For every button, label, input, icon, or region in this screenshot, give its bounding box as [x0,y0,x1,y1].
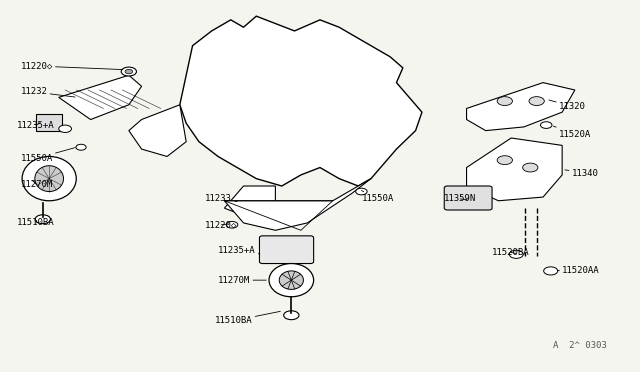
Polygon shape [225,186,275,215]
Circle shape [121,67,136,76]
Text: 11520BA: 11520BA [492,248,530,257]
Circle shape [523,163,538,172]
FancyBboxPatch shape [259,236,314,263]
Circle shape [284,311,299,320]
Ellipse shape [22,157,76,201]
Circle shape [227,221,238,228]
Circle shape [356,188,367,195]
Text: A  2^ 0303: A 2^ 0303 [553,341,607,350]
Text: 11233: 11233 [205,195,237,203]
FancyBboxPatch shape [444,186,492,210]
Ellipse shape [35,166,63,192]
Circle shape [497,156,513,164]
Ellipse shape [279,271,303,289]
Text: 11235+A: 11235+A [218,246,260,255]
Text: 11520AA: 11520AA [557,266,600,275]
Text: 11550A: 11550A [20,148,75,163]
Text: 11235+A: 11235+A [17,121,55,129]
Polygon shape [59,75,141,119]
Circle shape [529,97,544,106]
Polygon shape [225,179,371,230]
Text: 11220◇: 11220◇ [20,61,123,71]
Circle shape [540,122,552,128]
Text: 11270M: 11270M [20,180,52,189]
Text: 11270M: 11270M [218,276,266,285]
Text: 11520A: 11520A [553,126,591,139]
Text: 11232: 11232 [20,87,75,97]
Text: 11510BA: 11510BA [17,218,55,227]
Text: 11550A: 11550A [362,190,394,203]
Polygon shape [36,114,62,131]
PathPatch shape [129,105,186,157]
Circle shape [509,250,524,259]
Text: 11359N: 11359N [444,195,477,203]
Circle shape [76,144,86,150]
Text: 11510BA: 11510BA [215,311,280,325]
Polygon shape [467,138,562,201]
Circle shape [125,69,132,74]
Text: 11340: 11340 [565,169,598,177]
Circle shape [497,97,513,106]
Circle shape [59,125,72,132]
Text: 11220◇: 11220◇ [205,220,237,229]
Circle shape [35,215,51,224]
Circle shape [543,267,557,275]
PathPatch shape [180,16,422,186]
Polygon shape [467,83,575,131]
Ellipse shape [269,263,314,297]
Text: 11320: 11320 [549,100,586,111]
